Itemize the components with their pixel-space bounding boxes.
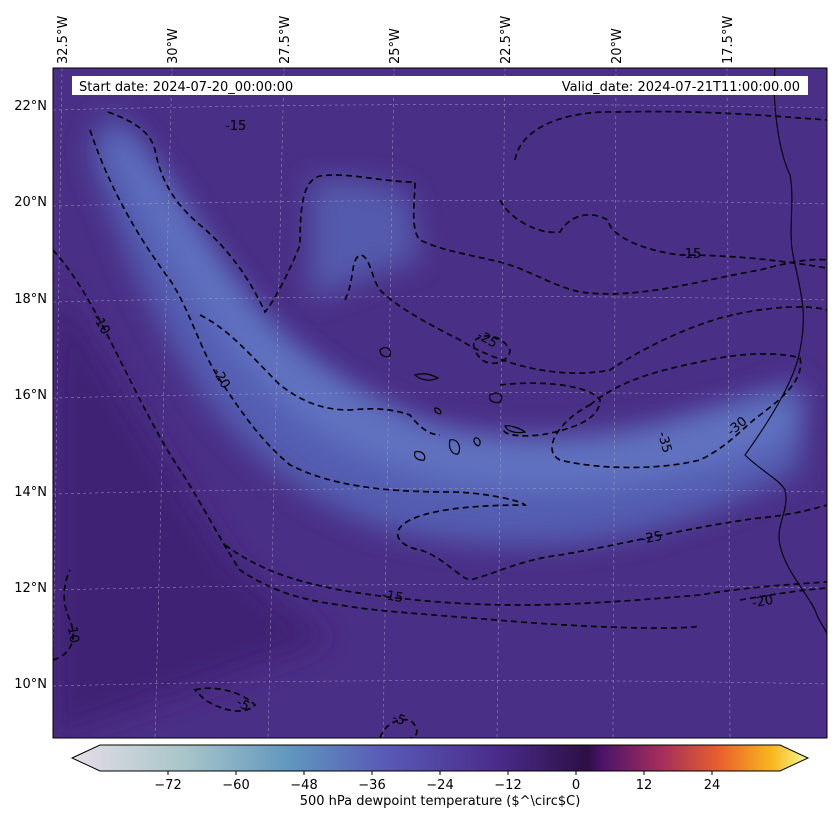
contour-minus25-south bbox=[499, 382, 601, 437]
dry-region-west bbox=[53, 280, 330, 738]
valid-date: Valid_date: 2024-07-21T11:00:00.00 bbox=[562, 80, 800, 95]
contour-minus15-north bbox=[107, 111, 827, 314]
moist-core bbox=[110, 130, 800, 493]
colorbar-ticks: −72 −60 −48 −36 −24 −12 0 12 24 bbox=[154, 771, 720, 793]
lon-label: 25°W bbox=[388, 28, 403, 64]
contour-minus10-west bbox=[53, 249, 701, 629]
lat-label: 14°N bbox=[14, 485, 47, 500]
moist-tongue-north bbox=[310, 178, 420, 300]
contour-minus5-a bbox=[193, 687, 257, 712]
colorbar: −72 −60 −48 −36 −24 −12 0 12 24 500 hPa dewpoint… bbox=[70, 744, 810, 809]
contour-minus30 bbox=[551, 353, 802, 469]
graticule bbox=[53, 68, 827, 738]
date-banner bbox=[72, 76, 808, 95]
lon-label: 30°W bbox=[166, 28, 181, 64]
colorbar-gradient bbox=[70, 744, 810, 772]
colorbar-tick-label: −60 bbox=[222, 778, 249, 793]
contour-minus5-b bbox=[379, 718, 418, 738]
colorbar-label: 500 hPa dewpoint temperature ($^\circ$C) bbox=[300, 794, 581, 809]
contour-minus15-ne bbox=[514, 110, 827, 161]
map-frame bbox=[52, 67, 828, 739]
contour-label: -20 bbox=[751, 593, 775, 611]
lon-label: 27.5°W bbox=[278, 16, 293, 64]
colorbar-tick-label: −72 bbox=[154, 778, 181, 793]
contour-label: -35 bbox=[654, 430, 674, 454]
colorbar-tick-label: 12 bbox=[636, 778, 653, 793]
contour-minus25-loop bbox=[472, 335, 511, 365]
lat-label: 22°N bbox=[14, 99, 47, 114]
moist-band bbox=[90, 110, 800, 546]
lat-label: 16°N bbox=[14, 388, 47, 403]
lon-label: 32.5°W bbox=[56, 16, 71, 64]
lon-label: 22.5°W bbox=[499, 16, 514, 64]
contour-label: -15 bbox=[680, 247, 701, 262]
cape-verde-islands bbox=[379, 346, 527, 461]
contour-minus20-se bbox=[739, 587, 827, 601]
lat-label: 12°N bbox=[14, 581, 47, 596]
africa-coast bbox=[744, 68, 827, 636]
colorbar-tick-label: 24 bbox=[704, 778, 721, 793]
lat-label: 20°N bbox=[14, 195, 47, 210]
lat-label: 18°N bbox=[14, 292, 47, 307]
latitude-labels: 22°N 20°N 18°N 16°N 14°N 12°N 10°N bbox=[14, 99, 47, 692]
contour-minus15-south bbox=[224, 544, 827, 606]
contour-label: -10 bbox=[63, 621, 81, 645]
contour-minus25 bbox=[344, 254, 827, 374]
start-date: Start date: 2024-07-20_00:00:00 bbox=[79, 80, 293, 95]
contour-minus10-sw bbox=[53, 569, 74, 661]
map-panel: -15 -15 -10 -20 -25 -35 -30 -25 -15 -20 … bbox=[53, 68, 827, 738]
coastline bbox=[379, 68, 827, 636]
lon-label: 20°W bbox=[610, 28, 625, 64]
colorbar-tick-label: −48 bbox=[290, 778, 317, 793]
lat-label: 10°N bbox=[14, 677, 47, 692]
longitude-labels: 32.5°W 30°W 27.5°W 25°W 22.5°W 20°W 17.5… bbox=[56, 16, 736, 64]
contour-label: -25 bbox=[640, 529, 664, 547]
contour-label: -15 bbox=[225, 119, 246, 134]
contour-label: -15 bbox=[381, 588, 405, 606]
lon-label: 17.5°W bbox=[721, 16, 736, 64]
contour-label: -5 bbox=[390, 710, 407, 729]
colorbar-tick-label: −24 bbox=[426, 778, 453, 793]
contours bbox=[53, 110, 827, 738]
colorbar-tick-label: −36 bbox=[358, 778, 385, 793]
contour-minus20 bbox=[89, 129, 827, 581]
colorbar-tick-label: −12 bbox=[494, 778, 521, 793]
colorbar-tick-label: 0 bbox=[572, 778, 580, 793]
contour-minus20-inner bbox=[199, 314, 441, 436]
